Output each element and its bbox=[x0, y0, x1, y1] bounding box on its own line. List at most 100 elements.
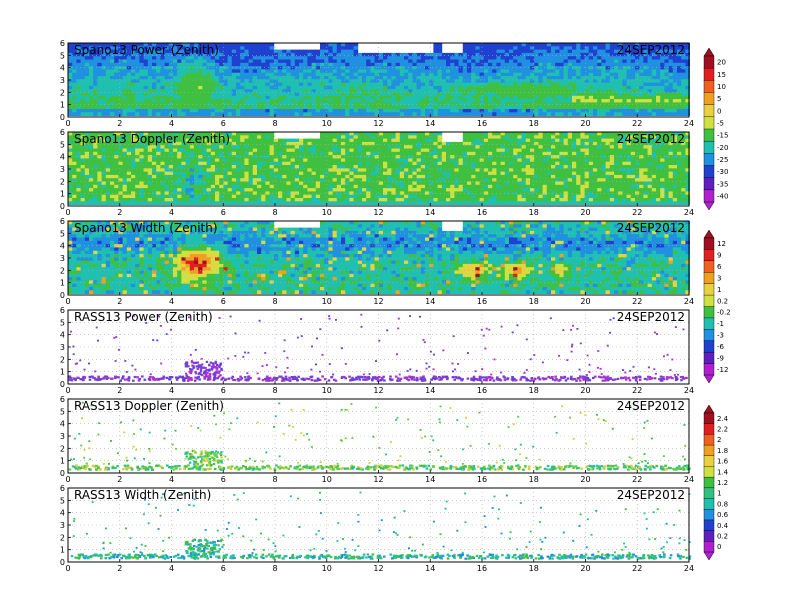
heatmap-cell bbox=[118, 198, 123, 202]
heatmap-cell bbox=[181, 135, 186, 139]
heatmap-cell bbox=[622, 85, 627, 90]
heatmap-cell bbox=[345, 66, 350, 70]
heatmap-cell bbox=[240, 59, 245, 64]
heatmap-cell bbox=[345, 72, 350, 77]
heatmap-cell bbox=[412, 89, 417, 93]
heatmap-cell bbox=[173, 79, 178, 83]
heatmap-cell bbox=[160, 76, 165, 80]
heatmap-cell bbox=[278, 82, 283, 87]
heatmap-cell bbox=[282, 178, 287, 182]
heatmap-cell bbox=[429, 66, 434, 70]
heatmap-cell bbox=[387, 132, 392, 136]
heatmap-cell bbox=[143, 155, 149, 159]
heatmap-cell bbox=[294, 168, 300, 172]
heatmap-cell bbox=[357, 56, 363, 60]
heatmap-cell bbox=[467, 46, 472, 50]
heatmap-cell bbox=[152, 99, 157, 103]
heatmap-cell bbox=[231, 72, 237, 77]
heatmap-cell bbox=[408, 135, 413, 139]
heatmap-cell bbox=[135, 171, 140, 176]
heatmap-cell bbox=[555, 66, 560, 70]
heatmap-cell bbox=[572, 109, 577, 113]
heatmap-cell bbox=[353, 132, 359, 136]
heatmap-cell bbox=[307, 49, 312, 54]
heatmap-cell bbox=[475, 112, 480, 116]
heatmap-cell bbox=[378, 66, 384, 70]
heatmap-cell bbox=[168, 52, 174, 57]
heatmap-cell bbox=[160, 198, 165, 202]
heatmap-cell bbox=[110, 95, 115, 100]
heatmap-cell bbox=[362, 188, 367, 192]
heatmap-cell bbox=[320, 79, 325, 83]
heatmap-cell bbox=[257, 171, 262, 176]
heatmap-cell bbox=[538, 89, 543, 93]
heatmap-cell bbox=[252, 82, 258, 87]
heatmap-cell bbox=[68, 59, 73, 64]
heatmap-cell bbox=[387, 184, 392, 189]
heatmap-cell bbox=[647, 102, 653, 107]
heatmap-cell bbox=[156, 52, 161, 57]
heatmap-cell bbox=[198, 49, 203, 54]
heatmap-cell bbox=[173, 46, 178, 50]
heatmap-cell bbox=[84, 145, 90, 149]
heatmap-cell bbox=[530, 79, 535, 83]
heatmap-cell bbox=[215, 191, 220, 196]
heatmap-cell bbox=[320, 72, 325, 77]
heatmap-cell bbox=[194, 46, 199, 50]
heatmap-cell bbox=[72, 132, 77, 136]
heatmap-cell bbox=[265, 178, 270, 182]
heatmap-cell bbox=[303, 201, 308, 205]
heatmap-cell bbox=[236, 99, 241, 103]
heatmap-cell bbox=[227, 151, 233, 156]
heatmap-cell bbox=[265, 89, 270, 93]
heatmap-cell bbox=[76, 43, 81, 47]
heatmap-cell bbox=[198, 178, 203, 182]
heatmap-cell bbox=[105, 145, 111, 149]
heatmap-cell bbox=[496, 69, 501, 74]
heatmap-cell bbox=[72, 141, 77, 146]
heatmap-cell bbox=[114, 184, 119, 189]
heatmap-cell bbox=[122, 145, 128, 149]
heatmap-cell bbox=[429, 102, 434, 107]
heatmap-cell bbox=[185, 141, 191, 146]
heatmap-cell bbox=[269, 174, 275, 179]
heatmap-cell bbox=[601, 62, 606, 67]
heatmap-cell bbox=[118, 99, 123, 103]
heatmap-cell bbox=[164, 99, 170, 103]
heatmap-cell bbox=[307, 145, 312, 149]
heatmap-cell bbox=[370, 161, 375, 166]
heatmap-cell bbox=[681, 109, 686, 113]
heatmap-cell bbox=[391, 145, 396, 149]
heatmap-cell bbox=[152, 85, 157, 90]
heatmap-cell bbox=[588, 76, 594, 80]
heatmap-cell bbox=[147, 188, 153, 192]
heatmap-cell bbox=[294, 62, 300, 67]
heatmap-cell bbox=[332, 95, 338, 100]
heatmap-cell bbox=[416, 89, 422, 93]
heatmap-cell bbox=[80, 49, 86, 54]
heatmap-cell bbox=[651, 69, 657, 74]
heatmap-cell bbox=[483, 92, 489, 97]
heatmap-cell bbox=[446, 112, 451, 116]
heatmap-cell bbox=[395, 148, 401, 153]
heatmap-cell bbox=[101, 49, 107, 54]
heatmap-cell bbox=[559, 95, 564, 100]
heatmap-cell bbox=[303, 92, 308, 97]
heatmap-cell bbox=[202, 43, 207, 47]
heatmap-cell bbox=[210, 46, 216, 50]
heatmap-cell bbox=[202, 89, 207, 93]
heatmap-cell bbox=[68, 161, 73, 166]
heatmap-cell bbox=[97, 102, 102, 107]
heatmap-cell bbox=[114, 109, 119, 113]
heatmap-cell bbox=[639, 59, 644, 64]
heatmap-cell bbox=[97, 66, 102, 70]
heatmap-cell bbox=[593, 59, 598, 64]
heatmap-cell bbox=[399, 201, 405, 205]
heatmap-cell bbox=[164, 49, 170, 54]
heatmap-cell bbox=[320, 82, 325, 87]
heatmap-cell bbox=[504, 59, 510, 64]
heatmap-cell bbox=[252, 161, 258, 166]
heatmap-cell bbox=[206, 109, 212, 113]
heatmap-cell bbox=[572, 43, 577, 47]
heatmap-cell bbox=[294, 85, 300, 90]
